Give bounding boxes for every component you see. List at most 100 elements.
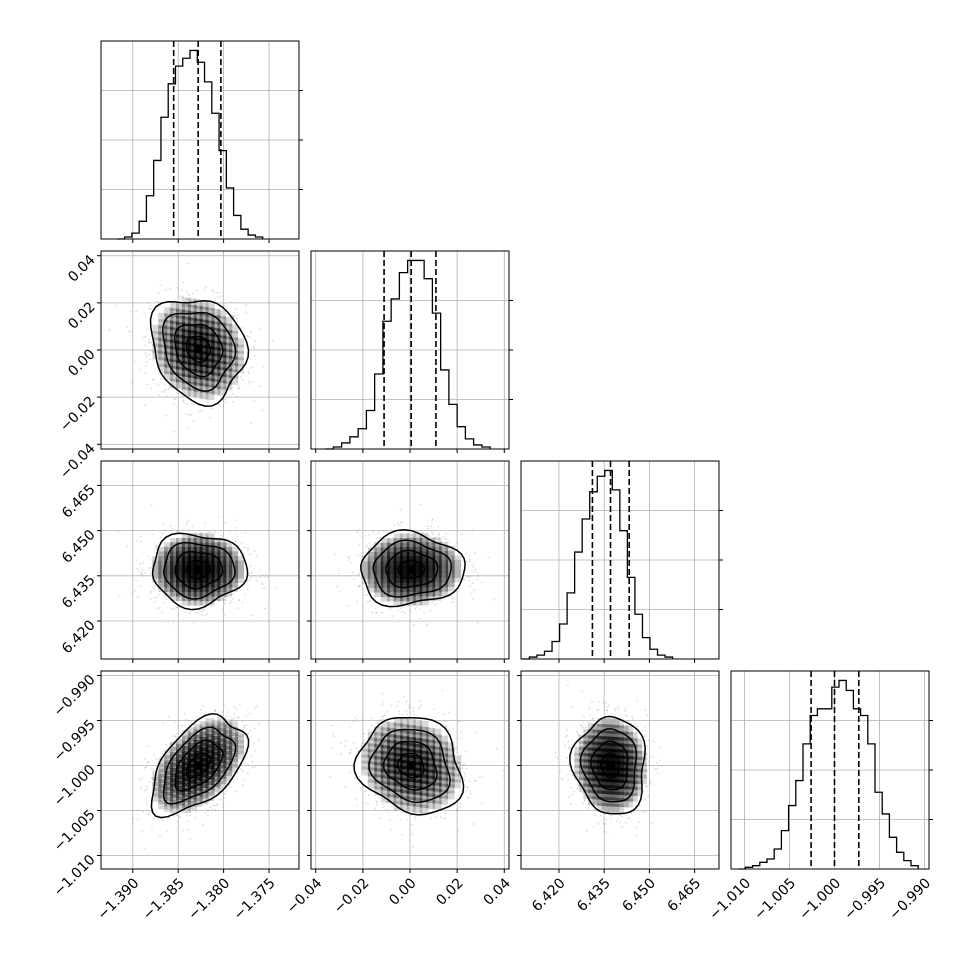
density-cell (223, 355, 233, 365)
sample-point (173, 721, 176, 724)
density-cell (387, 542, 397, 552)
sample-point (238, 387, 240, 390)
density-cell (205, 378, 215, 388)
sample-point (148, 353, 151, 356)
sample-point (431, 518, 434, 520)
density-cell (367, 570, 377, 580)
density-cell (223, 583, 233, 593)
density-cell (181, 551, 191, 561)
density-cell (400, 533, 410, 543)
sample-point (139, 535, 142, 538)
density-cell (413, 592, 423, 601)
density-cell (170, 592, 180, 602)
sample-point (197, 611, 199, 614)
sample-point (339, 590, 342, 592)
density-cell (187, 304, 197, 314)
density-cell (439, 541, 449, 551)
density-content (117, 504, 278, 625)
sample-point (241, 378, 244, 381)
sample-point (150, 387, 153, 390)
density-cell (199, 351, 209, 361)
sample-point (357, 554, 360, 557)
sample-point (145, 361, 148, 363)
sample-point (141, 568, 144, 571)
density-cell (235, 363, 244, 373)
sample-point (259, 576, 261, 578)
density-cell (176, 542, 185, 552)
sample-point (191, 293, 194, 295)
sample-point (403, 612, 406, 614)
density-cell (413, 578, 423, 588)
sample-point (222, 795, 225, 798)
density-cell (380, 538, 390, 548)
density-cell (205, 307, 215, 317)
density-cell (211, 321, 221, 331)
density-cell (380, 578, 390, 588)
density-cell (387, 565, 397, 575)
sample-point (438, 532, 440, 535)
sample-point (477, 572, 479, 575)
sample-point (382, 530, 385, 533)
density-cell (170, 546, 180, 556)
density-cell (426, 546, 436, 556)
sample-point (243, 546, 246, 549)
hist-panel-0 (100, 40, 303, 243)
density-cell (387, 583, 397, 593)
density-cell (406, 587, 416, 597)
sample-point (487, 556, 490, 559)
density-cell (158, 319, 168, 329)
density-cell (193, 376, 203, 386)
sample-point (250, 366, 253, 369)
sample-point (235, 527, 238, 529)
density-cell (432, 555, 442, 565)
sample-point (167, 621, 170, 624)
sample-point (372, 531, 375, 534)
sample-point (233, 713, 236, 715)
density-cell (170, 587, 180, 597)
density-cell (199, 542, 209, 552)
sample-point (242, 372, 245, 374)
sample-point (232, 315, 235, 318)
sample-point (356, 531, 359, 533)
sample-point (195, 810, 198, 812)
sample-point (175, 606, 178, 608)
sample-point (187, 828, 190, 831)
sample-point (163, 383, 166, 386)
sample-point (186, 291, 189, 294)
sample-point (176, 530, 179, 533)
density-cell (223, 560, 233, 570)
hist-panel-1 (310, 250, 513, 453)
sample-point (195, 289, 198, 292)
sample-point (188, 612, 191, 614)
sample-point (220, 798, 222, 801)
sample-point (241, 784, 244, 787)
sample-point (162, 722, 165, 725)
sample-point (158, 606, 161, 609)
sample-point (138, 779, 141, 781)
sample-point (469, 560, 471, 563)
density-cell (152, 574, 162, 583)
sample-point (191, 403, 194, 405)
sample-point (216, 291, 219, 294)
sample-point (421, 532, 424, 535)
sample-point (181, 296, 184, 299)
sample-point (431, 519, 434, 521)
sample-point (393, 524, 395, 526)
sample-point (171, 528, 174, 530)
sample-point (142, 336, 145, 339)
density-cell (217, 361, 227, 370)
density-cell (199, 313, 209, 323)
sample-point (237, 599, 240, 601)
sample-point (150, 342, 153, 344)
density-cell (187, 592, 197, 602)
sample-point (473, 589, 475, 592)
density-cell (176, 303, 185, 312)
density-cell (187, 596, 197, 606)
sample-point (253, 354, 256, 357)
density-cell (181, 556, 191, 565)
sample-point (161, 753, 164, 755)
sample-point (204, 286, 207, 289)
density-cell (181, 361, 191, 371)
density-cell (387, 587, 397, 597)
